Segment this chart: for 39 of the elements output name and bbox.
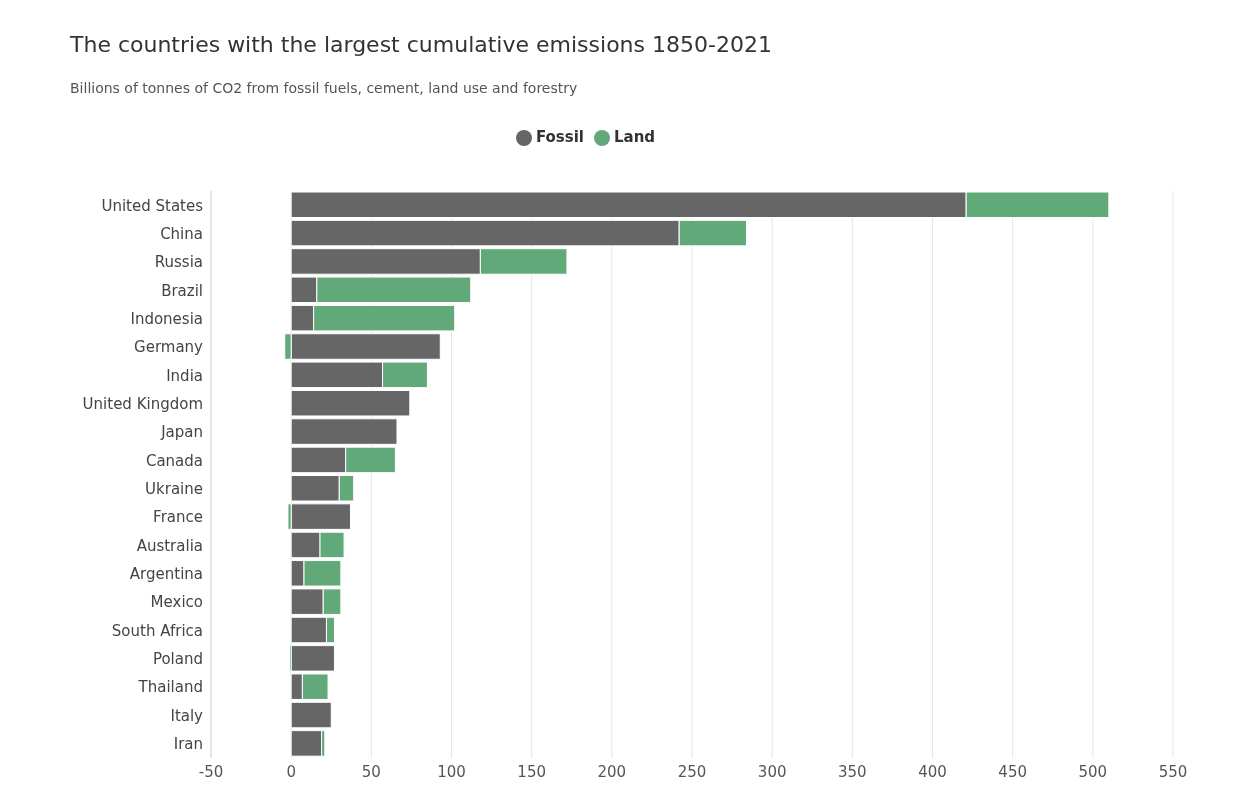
y-tick-label: Thailand <box>137 678 203 697</box>
y-tick-label: France <box>153 508 203 527</box>
x-tick-label: 300 <box>757 762 787 781</box>
x-tick-label: 200 <box>597 762 627 781</box>
chart-title: The countries with the largest cumulative emissions 1850-2021 <box>70 32 772 57</box>
x-tick-label: 100 <box>437 762 466 781</box>
y-tick-label: India <box>166 366 203 385</box>
x-tick-label: 500 <box>1078 762 1108 781</box>
y-tick-label: Italy <box>170 706 204 725</box>
x-tick-label: 400 <box>918 762 947 781</box>
y-tick-label: Germany <box>134 338 204 357</box>
y-tick-label: Mexico <box>150 593 203 612</box>
y-tick-label: Canada <box>145 451 203 470</box>
y-tick-label: Japan <box>160 423 203 442</box>
y-tick-label: China <box>160 224 203 243</box>
y-tick-label: Iran <box>173 735 203 754</box>
y-tick-label: Poland <box>152 650 203 669</box>
y-tick-label: Argentina <box>129 565 203 584</box>
y-tick-label: South Africa <box>111 621 203 640</box>
y-tick-label: Ukraine <box>145 480 203 498</box>
x-tick-label: 0 <box>286 762 296 781</box>
y-tick-label: Russia <box>154 253 203 272</box>
y-tick-label: United States <box>101 196 204 215</box>
bar <box>290 730 323 757</box>
x-tick-label: 150 <box>517 762 546 781</box>
x-tick-label: 350 <box>838 762 867 781</box>
x-tick-label: 50 <box>361 762 381 781</box>
legend-label: Land <box>613 128 656 146</box>
y-tick-label: Indonesia <box>130 309 203 328</box>
y-tick-label: Brazil <box>161 281 203 300</box>
x-tick-label: 250 <box>677 762 707 781</box>
bar <box>290 701 332 729</box>
x-tick-label: 550 <box>1158 762 1188 781</box>
y-tick-label: United Kingdom <box>82 394 203 413</box>
chart-subtitle: Billions of tonnes of CO2 from fossil fuels, cement, land use and forestry <box>70 80 578 96</box>
y-tick-label: Australia <box>136 536 203 555</box>
legend-label: Fossil <box>535 128 584 146</box>
x-tick-label: -50 <box>198 762 224 781</box>
x-tick-label: 450 <box>998 762 1027 781</box>
